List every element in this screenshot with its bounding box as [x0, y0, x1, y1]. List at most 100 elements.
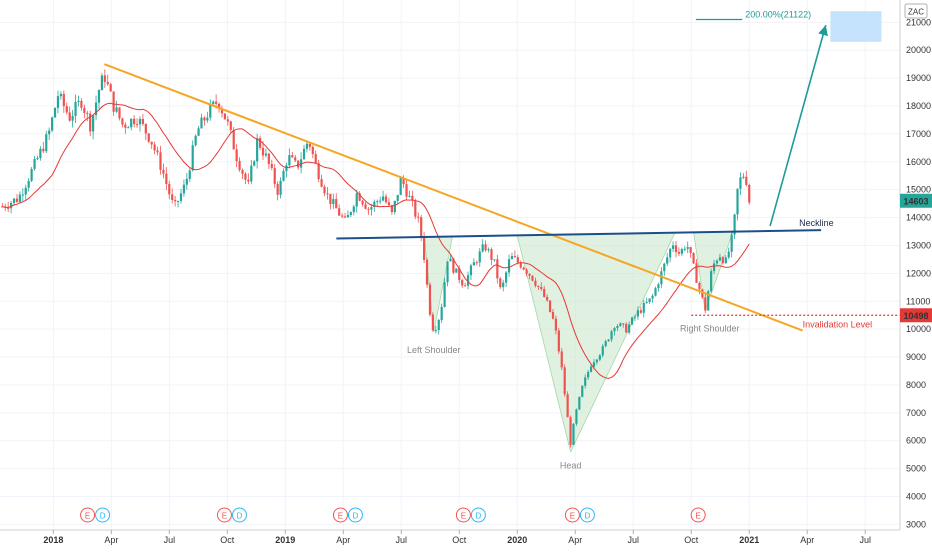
candle-body [142, 119, 144, 124]
candle-body [367, 209, 369, 210]
candle-body [745, 177, 747, 185]
candle-body [485, 244, 487, 250]
candle-body [83, 108, 85, 113]
y-tick-label: 10000 [906, 324, 931, 334]
candle-body [631, 317, 633, 324]
candle-body [159, 152, 161, 170]
candle-body [315, 154, 317, 163]
candle-body [446, 261, 448, 282]
candle-body [722, 257, 724, 263]
descending-trendline[interactable] [104, 64, 802, 330]
candle-body [156, 150, 158, 152]
candle-body [725, 257, 727, 263]
candle-body [33, 159, 35, 169]
y-tick-label: 5000 [906, 464, 926, 474]
head-shading [517, 233, 675, 452]
candle-body [151, 142, 153, 145]
candle-body [382, 196, 384, 200]
invalidation-label: Invalidation Level [803, 319, 873, 329]
candle-body [584, 377, 586, 385]
candle-body [370, 207, 372, 210]
candle-body [277, 184, 279, 195]
candle-body [318, 163, 320, 179]
x-tick-label: Jul [396, 535, 408, 545]
candle-body [517, 257, 519, 262]
x-tick-label: 2021 [739, 535, 759, 545]
candle-body [110, 84, 112, 91]
x-tick-label: 2019 [275, 535, 295, 545]
candle-body [364, 204, 366, 209]
candle-body [470, 265, 472, 275]
candle-body [657, 284, 659, 288]
candle-body [528, 274, 530, 276]
candle-body [441, 307, 443, 320]
candle-body [429, 285, 431, 315]
candle-body [121, 118, 123, 124]
candle-body [596, 360, 598, 363]
candle-body [265, 154, 267, 156]
candle-body [335, 199, 337, 208]
candle-body [309, 144, 311, 147]
candle-body [602, 346, 604, 355]
candle-body [236, 149, 238, 161]
candle-body [282, 171, 284, 181]
y-tick-label: 6000 [906, 436, 926, 446]
candle-body [291, 155, 293, 157]
candle-body [69, 112, 71, 120]
candle-body [523, 268, 525, 270]
candle-body [675, 245, 677, 252]
candle-body [274, 168, 276, 184]
candle-body [338, 208, 340, 215]
candle-body [227, 119, 229, 121]
candle-body [531, 276, 533, 281]
candle-body [482, 244, 484, 251]
candle-body [197, 128, 199, 135]
y-tick-label: 18000 [906, 101, 931, 111]
candle-body [145, 124, 147, 133]
candle-body [628, 324, 630, 332]
candle-body [162, 170, 164, 174]
x-tick-label: Oct [220, 535, 235, 545]
candle-body [224, 113, 226, 119]
candle-body [238, 161, 240, 170]
candle-body [332, 199, 334, 204]
candle-body [651, 296, 653, 299]
candle-body [473, 262, 475, 265]
candle-body [432, 315, 434, 331]
candle-body [649, 298, 651, 302]
candle-body [508, 259, 510, 272]
candle-body [212, 102, 214, 104]
candle-body [400, 178, 402, 195]
y-tick-label: 19000 [906, 73, 931, 83]
candle-body [127, 127, 129, 128]
x-tick-label: Jul [627, 535, 639, 545]
projection-arrow-line[interactable] [770, 25, 826, 226]
y-tick-label: 20000 [906, 45, 931, 55]
candle-body [678, 252, 680, 254]
candle-body [195, 136, 197, 145]
pattern-label: Right Shoulder [680, 323, 740, 333]
candle-body [476, 262, 478, 263]
candle-body [13, 199, 15, 203]
x-tick-label: 2018 [43, 535, 63, 545]
candle-body [464, 285, 466, 286]
y-tick-label: 16000 [906, 157, 931, 167]
event-badge-letter: E [85, 512, 90, 521]
y-tick-label: 4000 [906, 492, 926, 502]
candle-body [739, 177, 741, 188]
candle-body [189, 170, 191, 178]
target-box[interactable] [830, 11, 881, 42]
projection-arrow-head [818, 25, 828, 36]
candle-body [344, 216, 346, 217]
candle-body [51, 117, 53, 130]
event-badge-letter: D [585, 512, 591, 521]
candle-body [449, 259, 451, 262]
candle-body [622, 323, 624, 324]
candle-body [669, 249, 671, 258]
candle-body [200, 118, 202, 129]
candle-body [564, 367, 566, 394]
candle-body [719, 257, 721, 260]
x-tick-label: Apr [800, 535, 814, 545]
candle-body [312, 147, 314, 154]
